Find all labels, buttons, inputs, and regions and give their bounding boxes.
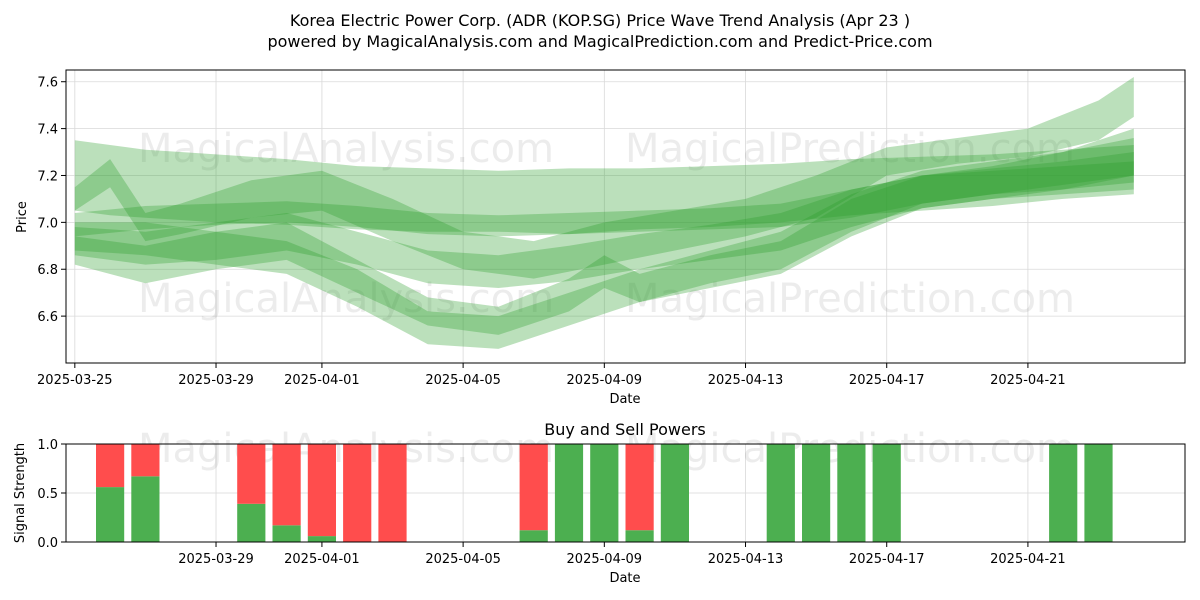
- price-band-3: [74, 77, 1134, 279]
- buy-bar-10: [625, 530, 654, 542]
- price-band-2: [74, 161, 1134, 288]
- price-watermark-3: MagicalAnalysis.com: [138, 276, 554, 322]
- price-watermark-2: MagicalPrediction.com: [625, 126, 1075, 172]
- buy-bar-11: [660, 444, 689, 542]
- price-x-ticks: 2025-03-25 2025-03-29 2025-04-01 2025-04-05…: [37, 363, 1066, 388]
- price-band-1: [74, 152, 1134, 237]
- price-y-tick-label-3: 7.2: [37, 169, 58, 184]
- figure-subtitle: powered by MagicalAnalysis.com and Magic…: [267, 32, 932, 51]
- figure-title: Korea Electric Power Corp. (ADR (KOP.SG)…: [290, 11, 910, 30]
- price-x-tick-label-4: 2025-04-09: [567, 373, 643, 388]
- sell-bar-2: [237, 444, 266, 504]
- buy-bar-7: [519, 530, 548, 542]
- sell-bar-5: [343, 444, 372, 542]
- price-y-ticks: 6.6 6.8 7.0 7.2 7.4 7.6: [37, 76, 66, 325]
- signal-x-tick-label-3: 2025-04-09: [567, 552, 643, 567]
- price-axes-frame: [65, 69, 1186, 364]
- buy-bar-2: [237, 503, 266, 542]
- signal-x-label: Date: [609, 571, 640, 586]
- price-band-0: [74, 140, 1134, 235]
- sell-bar-0: [96, 444, 125, 488]
- buy-bar-1: [131, 476, 160, 542]
- price-watermark-1: MagicalAnalysis.com: [138, 126, 554, 172]
- price-x-tick-label-1: 2025-03-29: [178, 373, 254, 388]
- signal-x-tick-label-4: 2025-04-13: [708, 552, 784, 567]
- signal-x-tick-label-1: 2025-04-01: [284, 552, 360, 567]
- price-y-tick-label-4: 7.4: [37, 123, 58, 138]
- sell-bar-4: [307, 444, 336, 537]
- buy-bar-8: [554, 444, 584, 542]
- price-band-5: [74, 138, 1134, 349]
- sell-bar-7: [519, 444, 548, 531]
- signal-x-tick-label-2: 2025-04-05: [425, 552, 501, 567]
- price-y-label: Price: [15, 201, 30, 233]
- price-watermark-4: MagicalPrediction.com: [625, 276, 1075, 322]
- signal-y-ticks: 0.0 0.5 1.0: [37, 438, 66, 551]
- price-x-tick-label-3: 2025-04-05: [425, 373, 501, 388]
- buy-bar-13: [802, 444, 831, 542]
- buy-bar-17: [1084, 444, 1113, 542]
- signal-x-tick-label-0: 2025-03-29: [178, 552, 254, 567]
- buy-bar-3: [272, 525, 301, 542]
- signal-y-tick-label-0: 0.0: [37, 536, 58, 551]
- price-y-tick-label-5: 7.6: [37, 76, 58, 91]
- price-bands: [74, 77, 1134, 349]
- price-x-tick-label-7: 2025-04-21: [990, 373, 1066, 388]
- sell-bar-6: [378, 444, 407, 542]
- price-grid: [66, 70, 1185, 363]
- buy-bar-12: [766, 444, 795, 542]
- signal-x-tick-label-5: 2025-04-17: [849, 552, 925, 567]
- buy-bar-0: [96, 487, 125, 542]
- signal-title: Buy and Sell Powers: [544, 420, 706, 439]
- price-x-tick-label-5: 2025-04-13: [708, 373, 784, 388]
- sell-bar-3: [272, 444, 301, 526]
- signal-y-tick-label-1: 0.5: [37, 487, 58, 502]
- price-y-tick-label-2: 7.0: [37, 216, 58, 231]
- price-y-tick-label-0: 6.6: [37, 310, 58, 325]
- price-chart: MagicalAnalysis.com MagicalPrediction.co…: [15, 69, 1186, 407]
- buy-bar-9: [590, 444, 619, 542]
- buy-bar-15: [872, 444, 901, 542]
- signal-y-label: Signal Strength: [13, 443, 28, 543]
- signal-bars: [96, 444, 1113, 542]
- price-x-tick-label-2: 2025-04-01: [284, 373, 360, 388]
- sell-bar-10: [625, 444, 654, 531]
- price-y-tick-label-1: 6.8: [37, 263, 58, 278]
- price-x-label: Date: [609, 392, 640, 407]
- buy-bar-4: [307, 536, 336, 542]
- signal-y-tick-label-2: 1.0: [37, 438, 58, 453]
- price-x-tick-label-0: 2025-03-25: [37, 373, 113, 388]
- signal-chart: Buy and Sell Powers MagicalAnalysis.com …: [13, 420, 1186, 586]
- price-x-tick-label-6: 2025-04-17: [849, 373, 925, 388]
- signal-x-ticks: 2025-03-29 2025-04-01 2025-04-05 2025-04-09…: [178, 542, 1066, 567]
- signal-x-tick-label-6: 2025-04-21: [990, 552, 1066, 567]
- buy-bar-16: [1049, 444, 1078, 542]
- buy-bar-14: [837, 444, 866, 542]
- sell-bar-1: [131, 444, 160, 477]
- price-band-4: [74, 128, 1134, 335]
